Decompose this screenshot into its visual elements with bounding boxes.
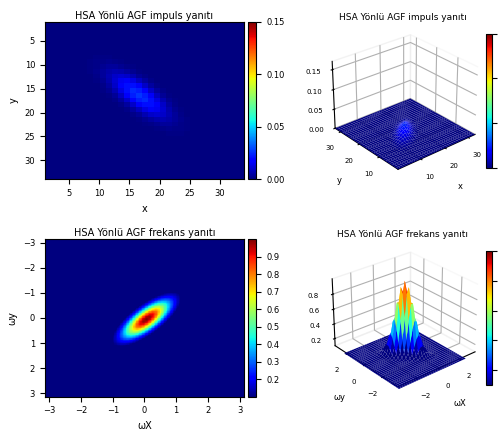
- X-axis label: x: x: [141, 204, 147, 214]
- Title: HSA Yönlü AGF frekans yanıtı: HSA Yönlü AGF frekans yanıtı: [74, 228, 215, 238]
- Y-axis label: y: y: [337, 176, 342, 185]
- Title: HSA Yönlü AGF impuls yanıtı: HSA Yönlü AGF impuls yanıtı: [339, 13, 467, 22]
- X-axis label: ωX: ωX: [137, 421, 152, 431]
- X-axis label: ωX: ωX: [454, 399, 466, 408]
- Y-axis label: ωy: ωy: [7, 311, 17, 325]
- X-axis label: x: x: [458, 182, 463, 191]
- Y-axis label: y: y: [9, 98, 19, 103]
- Title: HSA Yönlü AGF impuls yanıtı: HSA Yönlü AGF impuls yanıtı: [75, 11, 214, 21]
- Title: HSA Yönlü AGF frekans yanıtı: HSA Yönlü AGF frekans yanıtı: [337, 230, 468, 239]
- Y-axis label: ωy: ωy: [334, 393, 346, 402]
